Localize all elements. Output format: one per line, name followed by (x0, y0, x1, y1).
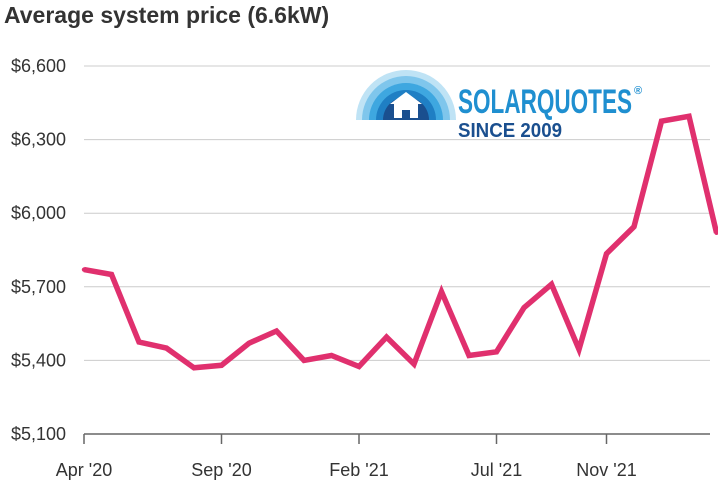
y-tick-label: $6,300 (11, 130, 66, 150)
y-tick-label: $5,100 (11, 424, 66, 444)
y-tick-label: $6,000 (11, 203, 66, 223)
series-group (81, 113, 718, 371)
data-point (384, 334, 389, 340)
data-point (109, 272, 114, 277)
solarquotes-logo: SOLARQUOTES ® SINCE 2009 (356, 70, 642, 142)
data-point (219, 363, 224, 368)
chart-title: Average system price (6.6kW) (4, 2, 330, 28)
logo-brand-text: SOLARQUOTES (458, 83, 632, 121)
data-point (301, 358, 307, 363)
data-point (659, 119, 664, 124)
logo-registered-mark: ® (634, 85, 642, 97)
logo-tagline: SINCE 2009 (458, 120, 562, 142)
data-point (549, 282, 554, 287)
data-point (246, 341, 252, 346)
data-point (439, 289, 444, 294)
x-tick-label: Nov '21 (576, 460, 636, 480)
data-point (81, 267, 87, 272)
data-point (631, 224, 637, 229)
x-tick-label: Apr '20 (56, 460, 112, 480)
data-point (356, 364, 362, 369)
data-point (576, 347, 582, 352)
data-point (136, 339, 142, 345)
x-tick-label: Jul '21 (471, 460, 522, 480)
y-tick-label: $5,700 (11, 277, 66, 297)
data-point (191, 365, 197, 370)
series-line (83, 113, 718, 371)
data-point (714, 230, 718, 236)
house-icon (390, 92, 422, 118)
axes: $5,100 $5,400 $5,700 $6,000 $6,300 $6,600 Apr … (11, 56, 710, 480)
data-point (686, 114, 692, 119)
data-point (494, 349, 499, 355)
data-point (521, 305, 527, 310)
y-tick-label: $6,600 (11, 56, 66, 76)
x-tick-label: Feb '21 (329, 460, 388, 480)
data-point (329, 353, 334, 358)
data-point (604, 251, 609, 256)
data-point (274, 328, 279, 334)
data-point (466, 353, 472, 358)
data-point (411, 361, 417, 367)
data-point (164, 345, 169, 351)
y-tick-label: $5,400 (11, 350, 66, 370)
x-tick-label: Sep '20 (191, 460, 252, 480)
